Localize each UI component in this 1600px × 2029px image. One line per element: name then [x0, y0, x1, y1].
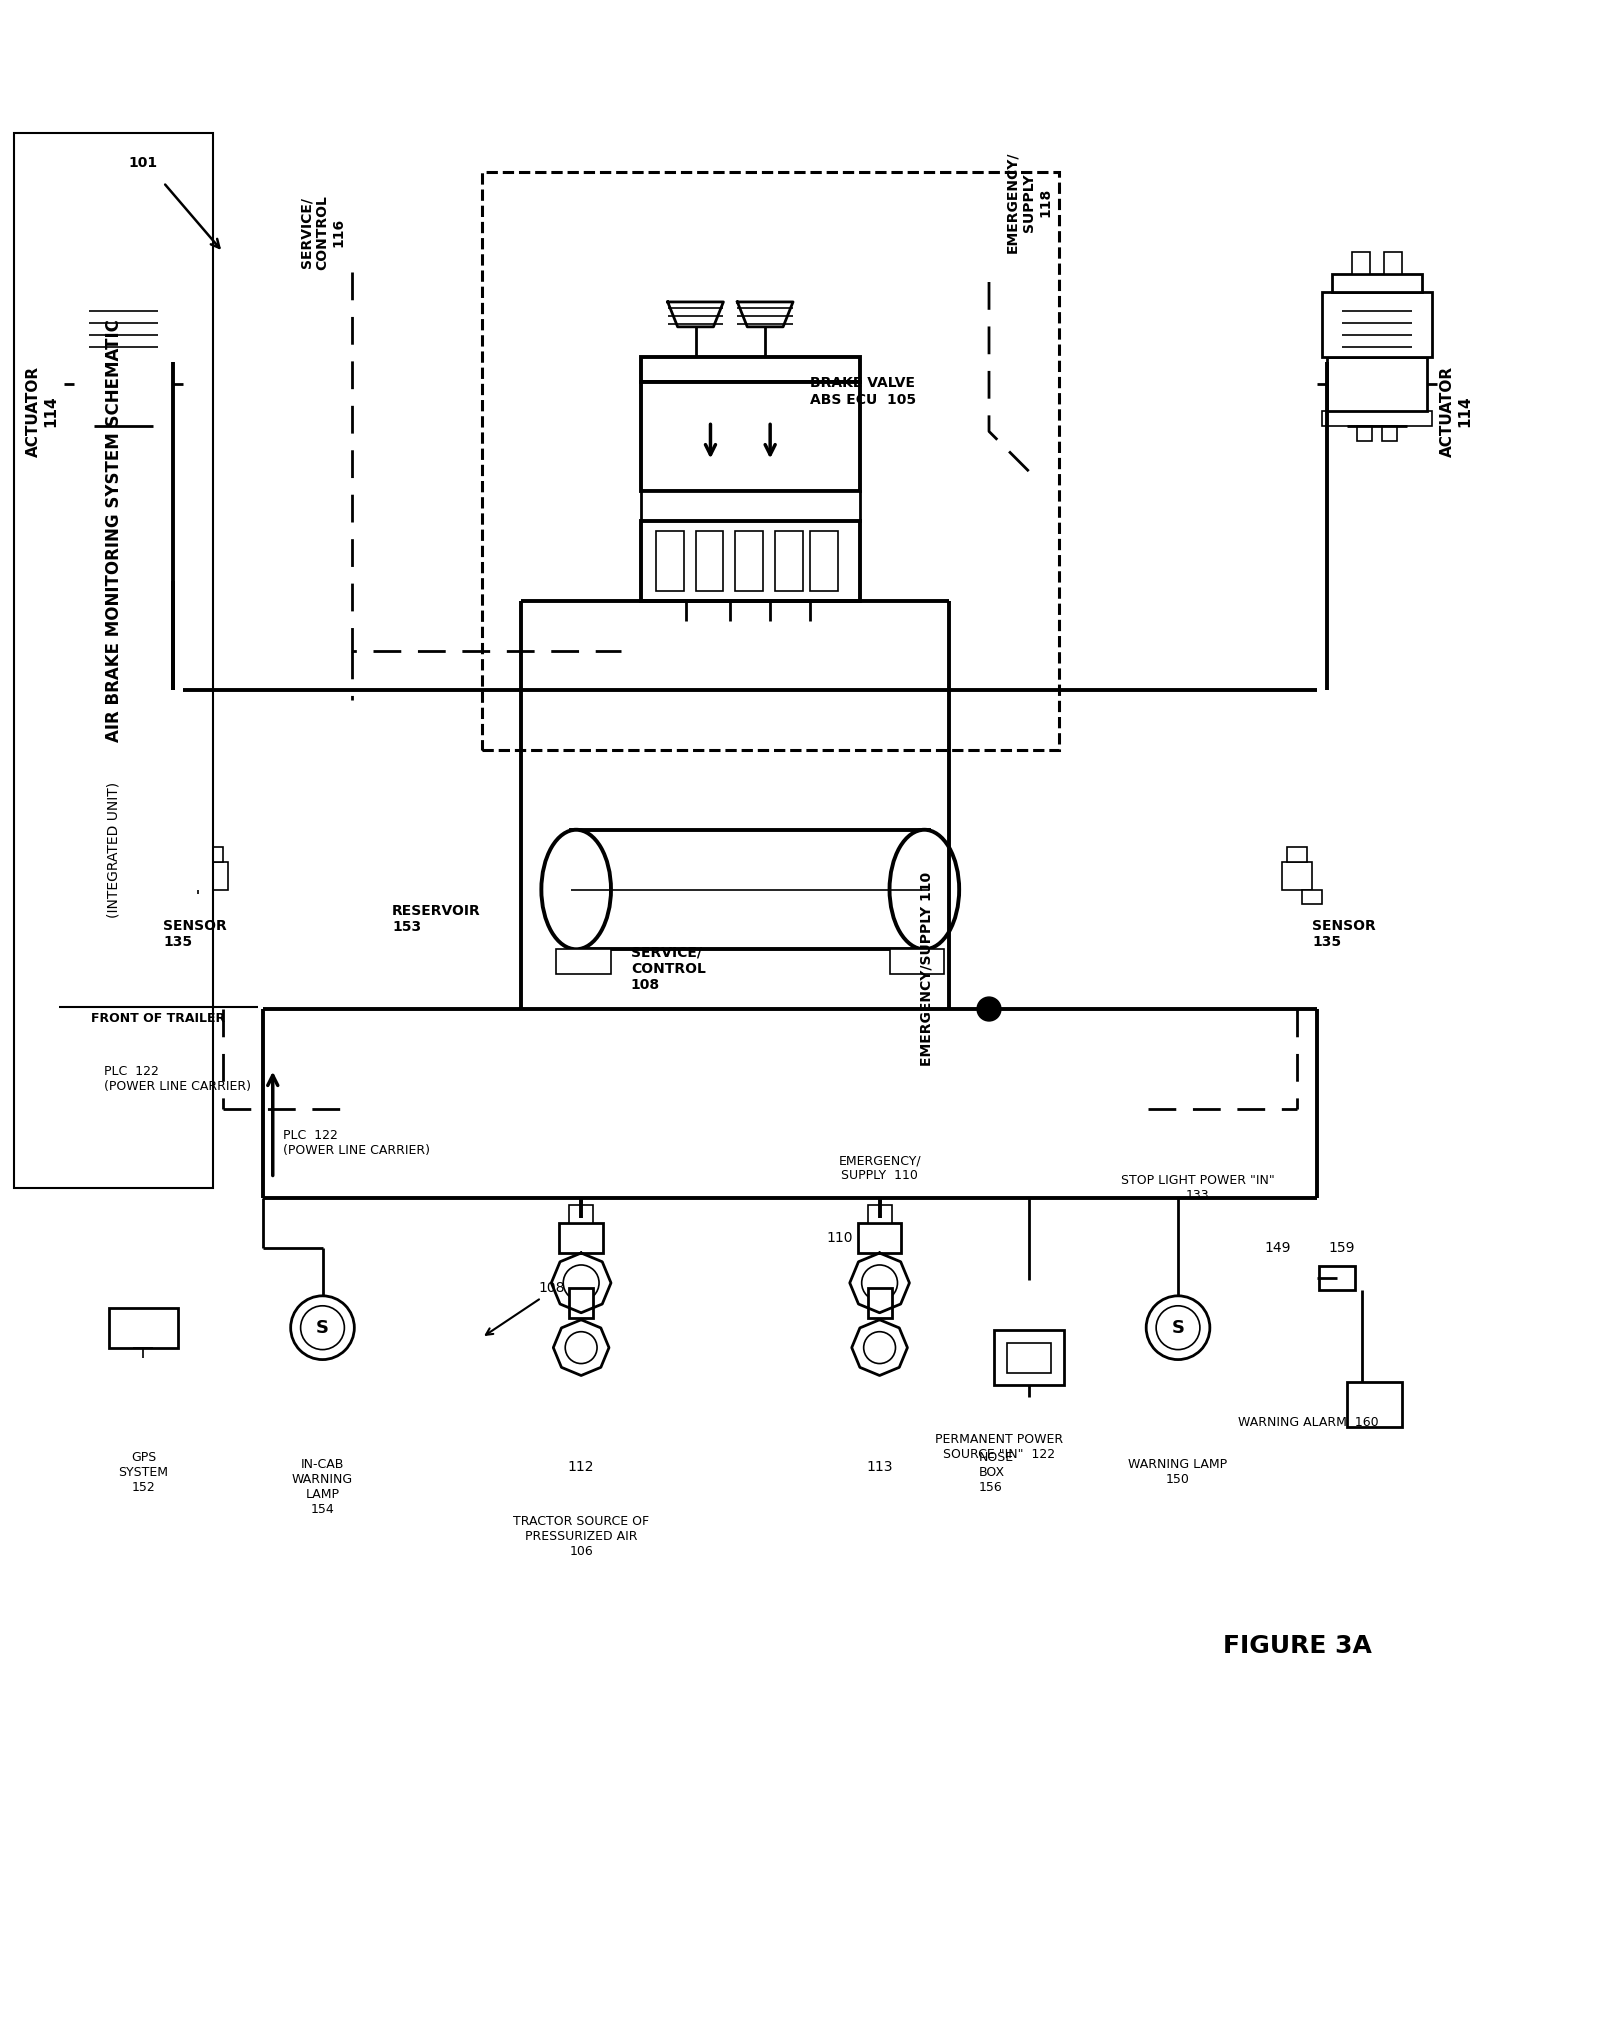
Bar: [1006, 1343, 1051, 1372]
Bar: [570, 1205, 594, 1223]
Circle shape: [978, 996, 1002, 1021]
Bar: [994, 1329, 1064, 1386]
Text: SENSOR
135: SENSOR 135: [163, 919, 227, 950]
Bar: [482, 172, 1059, 751]
Text: S: S: [317, 1319, 330, 1337]
Text: STOP LIGHT POWER "IN"
133: STOP LIGHT POWER "IN" 133: [1122, 1175, 1275, 1203]
Bar: [1302, 889, 1322, 905]
Bar: [131, 252, 149, 274]
Bar: [1320, 1266, 1355, 1290]
Text: AIR BRAKE MONITORING SYSTEM SCHEMATIC: AIR BRAKE MONITORING SYSTEM SCHEMATIC: [104, 319, 123, 743]
Bar: [69, 292, 178, 357]
Bar: [890, 950, 944, 974]
Bar: [74, 357, 173, 412]
Text: GPS
SYSTEM
152: GPS SYSTEM 152: [118, 1451, 168, 1493]
Text: ACTUATOR
114: ACTUATOR 114: [26, 365, 58, 457]
Bar: [642, 381, 859, 491]
Bar: [642, 357, 859, 381]
Bar: [128, 426, 144, 442]
Bar: [189, 889, 208, 905]
Text: RESERVOIR
153: RESERVOIR 153: [392, 905, 482, 935]
Text: 112: 112: [568, 1461, 594, 1475]
Bar: [570, 1288, 594, 1317]
Bar: [656, 532, 683, 590]
Bar: [571, 830, 930, 950]
Text: NOSE
BOX
156: NOSE BOX 156: [979, 1451, 1014, 1493]
Text: 101: 101: [130, 156, 158, 170]
Text: EMERGENCY/
SUPPLY  110: EMERGENCY/ SUPPLY 110: [838, 1155, 922, 1183]
Text: PERMANENT POWER
SOURCE "IN"  122: PERMANENT POWER SOURCE "IN" 122: [934, 1432, 1062, 1461]
Bar: [560, 1223, 603, 1254]
Text: FRONT OF TRAILER: FRONT OF TRAILER: [91, 1012, 226, 1025]
Text: 110: 110: [827, 1232, 853, 1246]
Bar: [14, 132, 213, 1189]
Text: SERVICE/
CONTROL
116: SERVICE/ CONTROL 116: [299, 195, 346, 270]
Bar: [1382, 426, 1397, 442]
Bar: [1352, 252, 1370, 274]
Ellipse shape: [541, 830, 611, 950]
Text: EMERGENCY/SUPPLY 110: EMERGENCY/SUPPLY 110: [920, 872, 933, 1067]
Bar: [1288, 846, 1307, 862]
Text: EMERGENCY/
SUPPLY
118: EMERGENCY/ SUPPLY 118: [1006, 152, 1053, 254]
Bar: [1328, 357, 1427, 412]
Text: 149: 149: [1264, 1242, 1291, 1256]
Bar: [78, 274, 168, 292]
Text: TRACTOR SOURCE OF
PRESSURIZED AIR
106: TRACTOR SOURCE OF PRESSURIZED AIR 106: [514, 1516, 650, 1558]
Bar: [867, 1288, 891, 1317]
Text: 113: 113: [866, 1461, 893, 1475]
Bar: [203, 846, 222, 862]
Text: BRAKE VALVE
ABS ECU  105: BRAKE VALVE ABS ECU 105: [810, 377, 917, 406]
Text: IN-CAB
WARNING
LAMP
154: IN-CAB WARNING LAMP 154: [291, 1459, 354, 1516]
Bar: [1322, 292, 1432, 357]
Text: SENSOR
135: SENSOR 135: [1312, 919, 1376, 950]
Text: PLC  122
(POWER LINE CARRIER): PLC 122 (POWER LINE CARRIER): [283, 1130, 430, 1157]
Bar: [1333, 274, 1422, 292]
Text: 159: 159: [1330, 1242, 1355, 1256]
Text: PLC  122
(POWER LINE CARRIER): PLC 122 (POWER LINE CARRIER): [104, 1065, 251, 1094]
Bar: [109, 1309, 178, 1347]
Bar: [69, 412, 178, 426]
Bar: [1322, 412, 1432, 426]
Bar: [198, 862, 227, 889]
Bar: [736, 532, 763, 590]
Bar: [99, 252, 117, 274]
Text: WARNING ALARM  160: WARNING ALARM 160: [1238, 1416, 1378, 1428]
Bar: [557, 950, 611, 974]
Text: 108: 108: [538, 1280, 565, 1295]
Bar: [867, 1205, 891, 1223]
Bar: [104, 426, 118, 442]
Bar: [1283, 862, 1312, 889]
Text: SERVICE/
CONTROL
108: SERVICE/ CONTROL 108: [630, 946, 706, 992]
Bar: [1357, 426, 1373, 442]
Text: ACTUATOR
114: ACTUATOR 114: [1440, 365, 1472, 457]
Bar: [1347, 1382, 1402, 1426]
Text: (INTEGRATED UNIT): (INTEGRATED UNIT): [107, 781, 120, 917]
Bar: [774, 532, 803, 590]
Bar: [858, 1223, 901, 1254]
Ellipse shape: [890, 830, 958, 950]
Bar: [1384, 252, 1402, 274]
Bar: [810, 532, 838, 590]
Bar: [642, 491, 859, 521]
Text: FIGURE 3A: FIGURE 3A: [1222, 1635, 1371, 1658]
Text: WARNING LAMP
150: WARNING LAMP 150: [1128, 1459, 1227, 1485]
Bar: [696, 532, 723, 590]
Text: S: S: [1171, 1319, 1184, 1337]
Bar: [642, 521, 859, 601]
